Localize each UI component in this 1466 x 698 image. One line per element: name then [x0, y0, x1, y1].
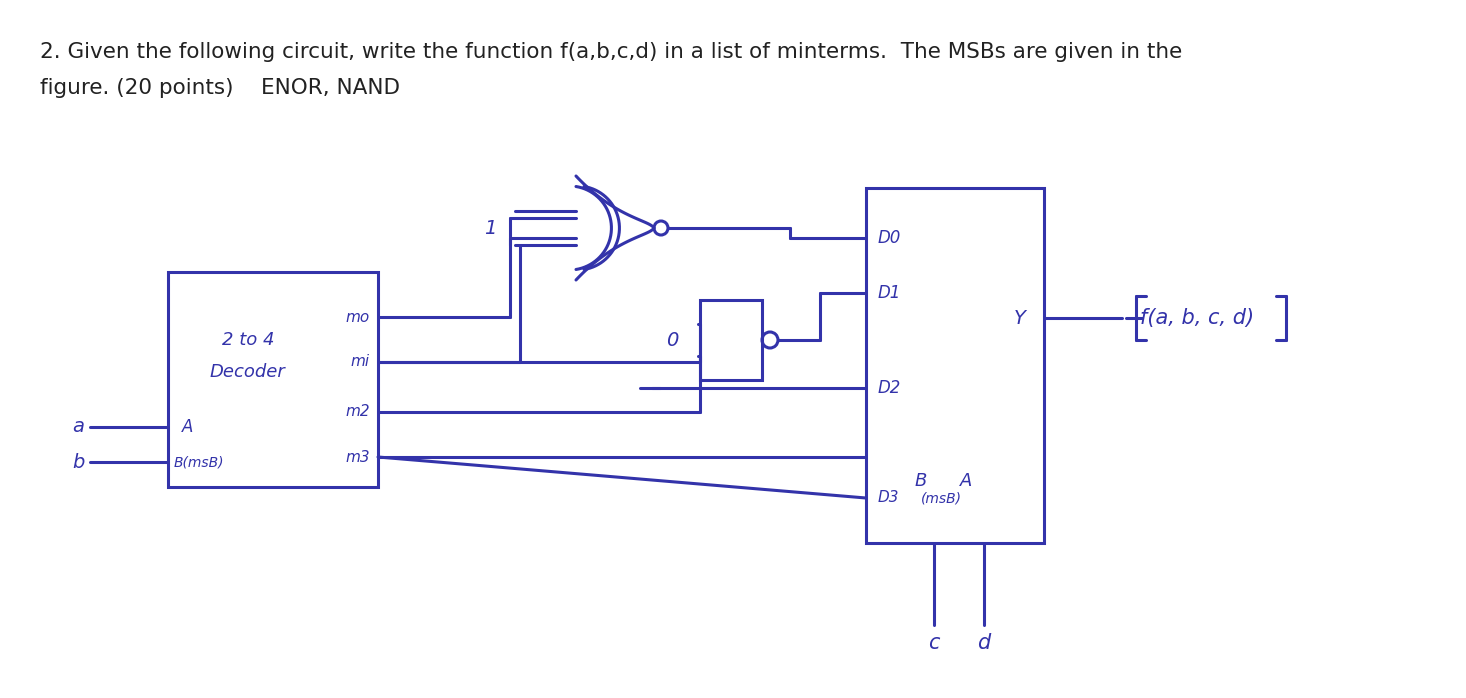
Text: m2: m2 — [346, 405, 369, 419]
Text: Decoder: Decoder — [210, 363, 286, 381]
Text: 0: 0 — [666, 330, 679, 350]
Text: 2. Given the following circuit, write the function f(a,b,c,d) in a list of minte: 2. Given the following circuit, write th… — [40, 42, 1182, 62]
Text: 1: 1 — [484, 218, 496, 237]
Text: D0: D0 — [878, 229, 902, 247]
Bar — [699, 300, 762, 380]
Text: B(msB): B(msB) — [174, 455, 224, 469]
Text: D3: D3 — [878, 491, 900, 505]
Text: D2: D2 — [878, 379, 902, 397]
Text: a: a — [72, 417, 84, 436]
Text: 2 to 4: 2 to 4 — [221, 331, 274, 349]
Bar — [169, 272, 378, 487]
Text: m3: m3 — [346, 450, 369, 464]
Text: mo: mo — [346, 309, 369, 325]
Text: f(a, b, c, d): f(a, b, c, d) — [1141, 308, 1253, 328]
Text: (msB): (msB) — [921, 491, 962, 505]
Text: c: c — [928, 633, 940, 653]
Text: figure. (20 points)    ENOR, NAND: figure. (20 points) ENOR, NAND — [40, 78, 400, 98]
Text: d: d — [978, 633, 991, 653]
Text: b: b — [72, 452, 84, 472]
Text: Y: Y — [1014, 309, 1026, 327]
Bar — [866, 188, 1044, 543]
Text: A: A — [182, 418, 194, 436]
Text: D1: D1 — [878, 284, 902, 302]
Text: A: A — [960, 472, 972, 490]
Text: mi: mi — [350, 355, 369, 369]
Text: B: B — [915, 472, 927, 490]
